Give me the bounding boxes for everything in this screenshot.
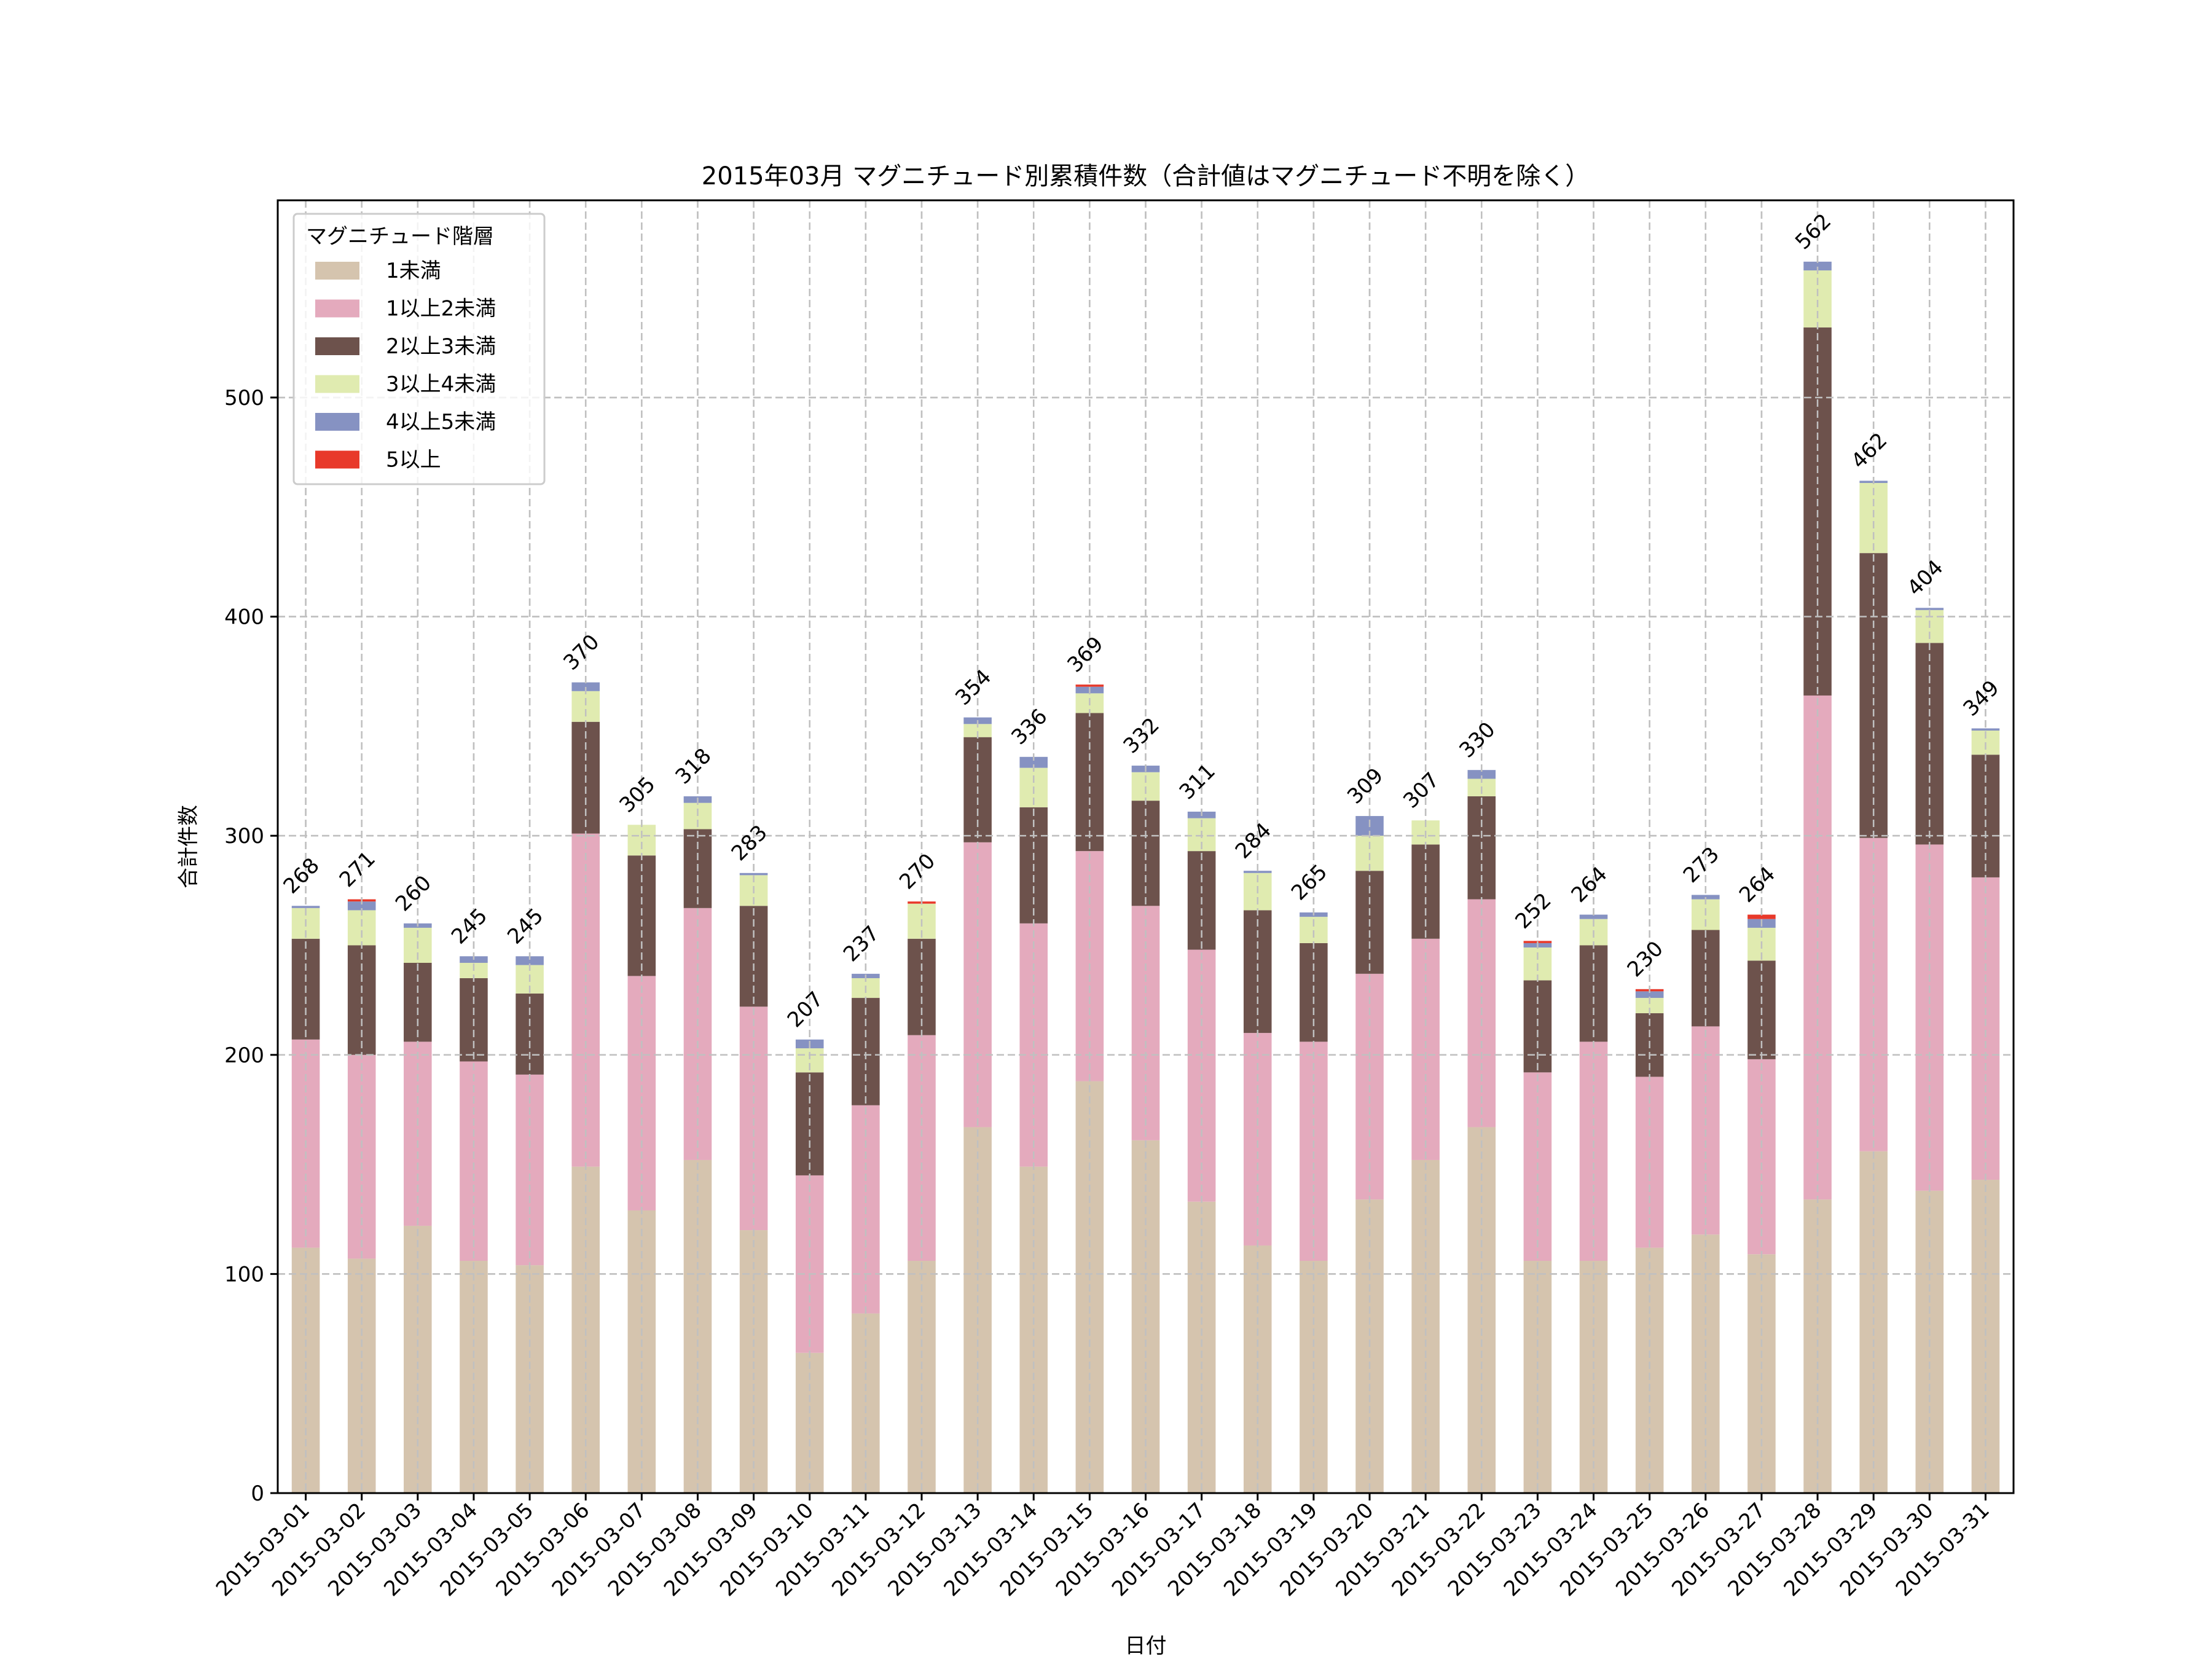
legend-items: 1未満 1以上2未満 2以上3未満 3以上4未満 4以上5未満 5以上 <box>315 259 496 473</box>
y-tick-label: 0 <box>251 1481 264 1506</box>
legend-title: マグニチュード階層 <box>306 224 494 249</box>
legend: マグニチュード階層 1未満 1以上2未満 2以上3未満 3以上4未満 4以上5未満 5以上 <box>292 213 546 485</box>
y-tick-label: 500 <box>224 386 264 410</box>
legend-swatch <box>315 375 359 393</box>
bar-segment <box>1635 991 1664 998</box>
bar-segment <box>1075 684 1104 687</box>
bar-segment <box>291 906 320 908</box>
bar-segment <box>1915 844 1944 1191</box>
bar-segment <box>963 842 992 1128</box>
y-axis: 0 100 200 300 400 500 <box>224 386 278 1506</box>
legend-swatch <box>315 299 359 318</box>
bar-segment <box>1579 945 1608 1042</box>
legend-swatch <box>315 413 359 431</box>
y-tick-label: 300 <box>224 824 264 849</box>
bar-segment <box>347 910 376 946</box>
grid-overlay <box>278 200 2014 1494</box>
bar-segment <box>1971 728 2000 731</box>
bar-segment <box>627 825 656 856</box>
bar-segment <box>1411 1159 1440 1493</box>
y-tick-label: 200 <box>224 1043 264 1068</box>
legend-swatch <box>315 262 359 280</box>
bar-segment <box>1467 770 1496 779</box>
bar-segment <box>347 901 376 911</box>
chart-title: 2015年03月 マグニチュード別累積件数（合計値はマグニチュード不明を除く） <box>702 162 1590 190</box>
bar-segment <box>1411 938 1440 1160</box>
y-tick-label: 100 <box>224 1262 264 1287</box>
bar-segment <box>1019 756 1048 768</box>
bar-segment <box>1859 553 1888 838</box>
legend-label: 1以上2未満 <box>386 297 496 321</box>
bar-segment <box>1859 837 1888 1151</box>
bar-segment <box>571 691 600 722</box>
legend-label: 2以上3未満 <box>386 334 496 359</box>
bars <box>278 200 2014 1494</box>
bar-segment <box>1243 871 1272 873</box>
bar-segment <box>1803 261 1832 271</box>
y-axis-label: 合計件数 <box>176 805 201 888</box>
x-axis-label: 日付 <box>1125 1634 1167 1658</box>
legend-label: 4以上5未満 <box>386 410 496 434</box>
bar-segment <box>1747 914 1776 919</box>
bar-segment <box>739 873 768 876</box>
y-tick-label: 400 <box>224 605 264 630</box>
bar-segment <box>516 956 544 965</box>
bar-segment <box>571 682 600 691</box>
bar-segment <box>460 1061 488 1261</box>
legend-label: 1未満 <box>386 259 441 283</box>
bar-segment <box>404 1225 432 1493</box>
bar-segment <box>683 1159 712 1493</box>
legend-swatch <box>315 337 359 355</box>
legend-label: 3以上4未満 <box>386 372 496 397</box>
bar-segment <box>1579 914 1608 919</box>
bar-segment <box>1915 608 1944 610</box>
bar-segment <box>963 724 992 737</box>
legend-label: 5以上 <box>386 448 441 473</box>
legend-swatch <box>315 450 359 469</box>
